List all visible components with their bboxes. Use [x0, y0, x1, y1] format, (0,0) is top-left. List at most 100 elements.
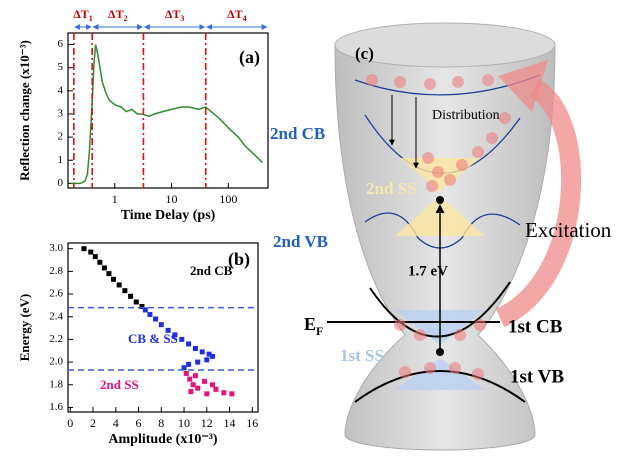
y-tick-label: 1.6 [49, 401, 63, 413]
figure: (c) Distribution 2nd CB 2nd SS 2nd VB 1.… [0, 0, 635, 456]
x-tick-label: 4 [113, 416, 119, 430]
label: Excitation [525, 218, 612, 242]
data-point [117, 282, 122, 287]
x-tick-label: 10 [178, 416, 190, 430]
y-tick-label: 3 [58, 108, 64, 120]
data-line [71, 45, 262, 184]
data-point [191, 382, 196, 387]
data-point [102, 265, 107, 270]
y-tick-label: 1 [58, 154, 64, 166]
label: 2nd SS [366, 179, 417, 198]
data-point [88, 250, 93, 255]
data-point [187, 377, 192, 382]
data-point [159, 322, 164, 327]
x-tick-label: 14 [224, 416, 236, 430]
y-tick-label: 2 [58, 131, 64, 143]
interval-label-sub: 3 [180, 14, 184, 23]
panel-label: (c) [355, 44, 374, 63]
x-tick-label: 10 [166, 192, 178, 206]
data-point [97, 260, 102, 265]
x-tick-label: 6 [136, 416, 142, 430]
data-point [122, 288, 127, 293]
interval-label: ΔT2 [108, 7, 128, 23]
series-label: 2nd CB [190, 263, 233, 278]
interval-label-main: ΔT [227, 7, 243, 21]
x-tick-label: 16 [246, 416, 258, 430]
y-tick-label: 0 [58, 177, 64, 189]
chart: 1.6 1.8 2.0 2.2 2.4 2.6 2.8 3.0 0 2 4 6 8 10 12 14 16 Amp… [17, 242, 258, 447]
x-tick-label: 100 [219, 192, 237, 206]
data-point [128, 294, 133, 299]
panel-label: (a) [239, 47, 260, 68]
data-point [186, 341, 191, 346]
data-point [210, 354, 215, 359]
dot [436, 196, 444, 204]
y-tick-label: 2.0 [49, 356, 63, 368]
data-point [195, 386, 200, 391]
x-tick-label: 12 [201, 416, 213, 430]
data-point [184, 371, 189, 376]
data-point [147, 312, 152, 317]
label: 2nd VB [273, 232, 328, 251]
data-point [213, 387, 218, 392]
y-tick-label: 2.8 [49, 265, 63, 277]
y-tick-label: 3.0 [49, 242, 63, 254]
series-label: CB & SS [128, 331, 178, 346]
x-tick-label: 1 [112, 192, 118, 206]
y-tick-label: 2.2 [49, 333, 63, 345]
label: 1.7 eV [408, 263, 448, 279]
data-point [204, 357, 209, 362]
y-axis-label: Energy (eV) [17, 294, 32, 362]
y-tick-label: 5 [58, 61, 64, 73]
label: Distribution [432, 108, 500, 123]
interval-label-sub: 1 [89, 14, 93, 23]
data-point [134, 299, 139, 304]
data-point [202, 379, 207, 384]
data-point [204, 391, 209, 396]
data-point [229, 391, 234, 396]
data-point [106, 271, 111, 276]
y-tick-label: 6 [58, 38, 64, 50]
data-point [210, 382, 215, 387]
data-point [200, 349, 205, 354]
dot [436, 348, 444, 356]
body: {"chart_data": [ {"type": "line", "label… [0, 0, 635, 456]
data-point [195, 360, 200, 365]
y-tick-label: 2.6 [49, 288, 63, 300]
x-axis-label: Time Delay (ps) [121, 208, 216, 223]
label: EF [304, 314, 323, 338]
data-point [111, 277, 116, 282]
label: 1st SS [340, 346, 384, 365]
interval-label: ΔT1 [73, 7, 93, 23]
x-tick-label: 0 [67, 416, 73, 430]
data-point [81, 246, 86, 251]
interval-label-main: ΔT [73, 7, 89, 21]
interval-label-main: ΔT [108, 7, 124, 21]
y-axis-label: Reflection change (x10⁻³) [17, 40, 32, 181]
data-point [93, 254, 98, 259]
interval-label-main: ΔT [165, 7, 181, 21]
label: 1st CB [508, 316, 563, 337]
data-point [193, 346, 198, 351]
interval-label: ΔT3 [165, 7, 185, 23]
x-axis-label: Amplitude (x10⁻³) [108, 432, 218, 447]
interval-label-sub: 4 [243, 14, 247, 23]
data-point [179, 337, 184, 342]
data-point [188, 389, 193, 394]
data-point [186, 362, 191, 367]
data-point [153, 316, 158, 321]
data-point [221, 390, 226, 395]
data-point [193, 373, 198, 378]
x-tick-label: 2 [90, 416, 96, 430]
interval-label-sub: 2 [124, 14, 128, 23]
diagram: (c) Distribution 2nd CB 2nd SS 2nd VB 1.… [270, 23, 612, 450]
label: 2nd CB [270, 124, 325, 143]
x-tick-label: 8 [158, 416, 164, 430]
page: Figure body { margin: 0; background: #ff… [0, 0, 635, 456]
series-label: 2nd SS [100, 377, 139, 392]
y-tick-label: 1.8 [49, 378, 63, 390]
label-main: E [304, 314, 316, 334]
interval-label: ΔT4 [227, 7, 247, 23]
y-tick-label: 2.4 [49, 310, 63, 322]
